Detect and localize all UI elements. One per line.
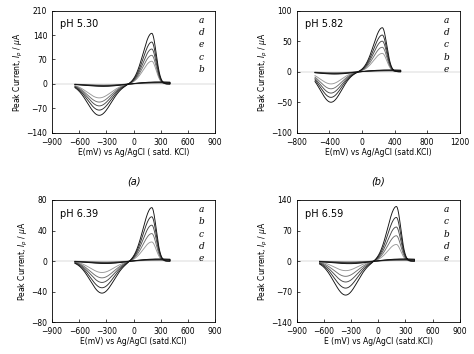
Text: b: b (444, 230, 449, 239)
X-axis label: E(mV) vs Ag/AgCl (satd.KCl): E(mV) vs Ag/AgCl (satd.KCl) (81, 337, 187, 347)
Text: c: c (199, 230, 204, 239)
Text: a: a (199, 16, 204, 25)
Text: (b): (b) (371, 177, 385, 187)
Text: a: a (444, 16, 449, 25)
Y-axis label: Peak Current, $I_p$ / $\mu$A: Peak Current, $I_p$ / $\mu$A (256, 221, 270, 301)
X-axis label: E (mV) vs Ag/AgCl (satd.KCl): E (mV) vs Ag/AgCl (satd.KCl) (324, 337, 433, 347)
Text: a: a (444, 205, 449, 214)
Text: b: b (199, 217, 205, 227)
Text: d: d (199, 28, 205, 37)
X-axis label: E(mV) vs Ag/AgCl (satd.KCl): E(mV) vs Ag/AgCl (satd.KCl) (325, 148, 431, 157)
Text: e: e (199, 254, 204, 263)
Text: e: e (199, 40, 204, 49)
Text: a: a (199, 205, 204, 214)
Text: c: c (199, 52, 204, 62)
Y-axis label: Peak Current, $I_p$ / $\mu$A: Peak Current, $I_p$ / $\mu$A (256, 32, 270, 112)
Text: e: e (444, 254, 449, 263)
Y-axis label: Peak Current, $I_p$ / $\mu$A: Peak Current, $I_p$ / $\mu$A (17, 221, 30, 301)
Text: pH 5.30: pH 5.30 (60, 19, 99, 29)
Text: b: b (444, 52, 449, 62)
X-axis label: E(mV) vs Ag/AgCl ( satd. KCl): E(mV) vs Ag/AgCl ( satd. KCl) (78, 148, 189, 157)
Text: d: d (199, 242, 205, 251)
Y-axis label: Peak Current, $I_p$ / $\mu$A: Peak Current, $I_p$ / $\mu$A (12, 32, 25, 112)
Text: (a): (a) (127, 177, 140, 187)
Text: c: c (444, 217, 448, 227)
Text: d: d (444, 28, 449, 37)
Text: pH 5.82: pH 5.82 (305, 19, 343, 29)
Text: b: b (199, 65, 205, 74)
Text: c: c (444, 40, 448, 49)
Text: d: d (444, 242, 449, 251)
Text: pH 6.59: pH 6.59 (305, 209, 343, 218)
Text: e: e (444, 65, 449, 74)
Text: pH 6.39: pH 6.39 (60, 209, 99, 218)
